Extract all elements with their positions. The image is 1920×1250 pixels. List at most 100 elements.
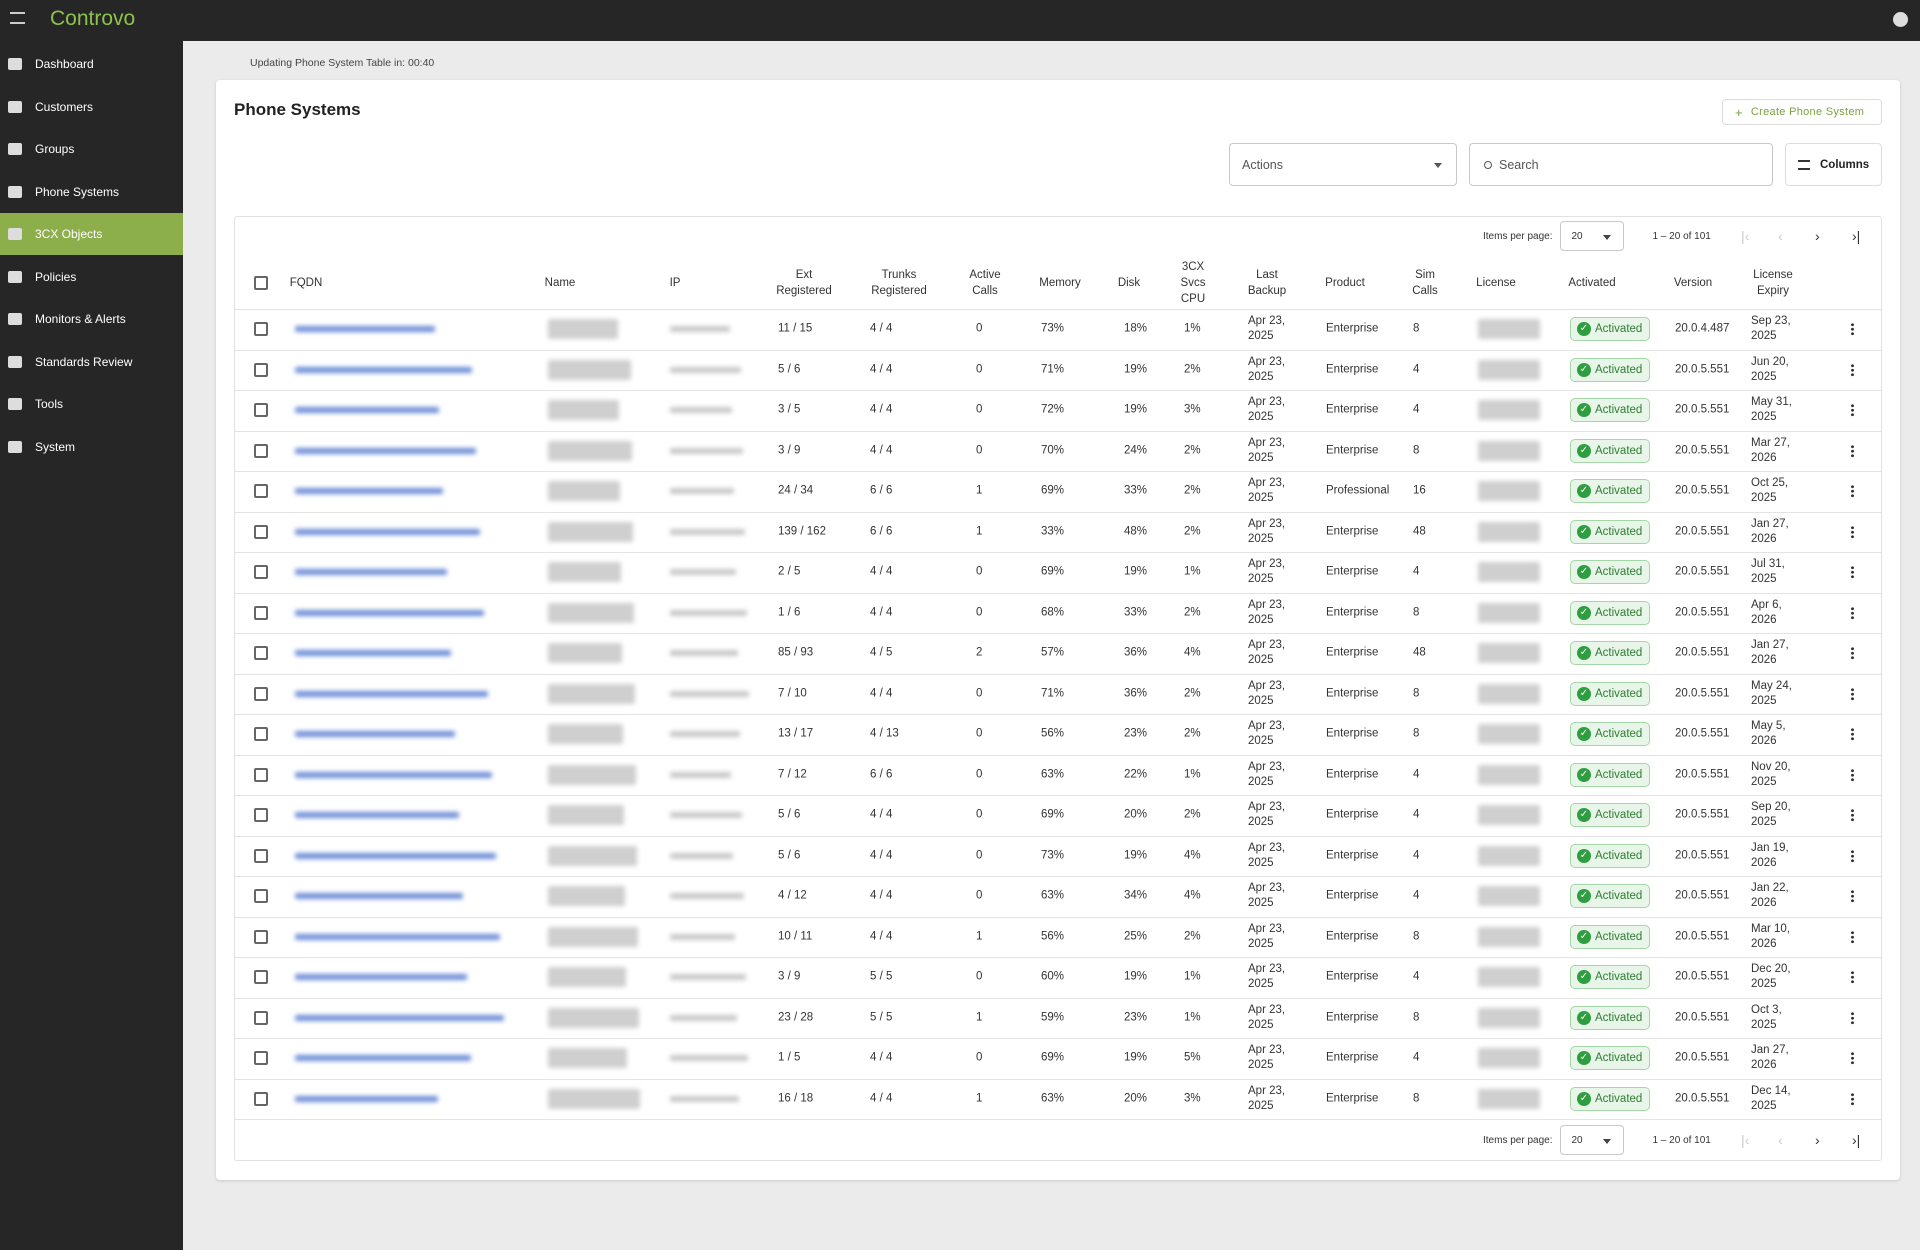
row-checkbox[interactable] [254,889,268,904]
menu-toggle[interactable] [10,12,25,24]
row-checkbox[interactable] [254,1010,268,1025]
redacted-fqdn[interactable] [295,1095,438,1102]
column-header[interactable]: Name [544,277,576,289]
row-checkbox[interactable] [254,808,268,823]
redacted-fqdn[interactable] [295,609,484,616]
columns-button[interactable]: Columns [1785,143,1882,186]
nav-item[interactable]: Standards Review [0,341,183,383]
page-nav[interactable]: |‹ [1741,1132,1750,1148]
select-all-checkbox[interactable] [254,276,268,290]
page-nav[interactable]: › [1815,1132,1820,1148]
nav-item[interactable]: Phone Systems [0,171,183,213]
column-header[interactable]: Memory [1039,277,1081,289]
row-checkbox[interactable] [254,767,268,782]
row-checkbox[interactable] [254,1051,268,1066]
page-size-select[interactable]: 20 [1560,221,1625,251]
row-checkbox[interactable] [254,403,268,418]
row-menu[interactable] [1851,646,1854,660]
row-menu[interactable] [1851,889,1854,903]
redacted-fqdn[interactable] [295,893,463,900]
redacted-fqdn[interactable] [295,812,459,819]
row-checkbox[interactable] [254,970,268,985]
nav-item[interactable]: 3CX Objects [0,213,183,255]
row-checkbox[interactable] [254,484,268,499]
redacted-fqdn[interactable] [295,447,476,454]
row-menu[interactable] [1851,403,1854,417]
create-button[interactable]: + Create Phone System [1722,99,1882,125]
row-menu[interactable] [1851,484,1854,498]
column-header[interactable]: Activated [1568,277,1616,289]
row-checkbox[interactable] [254,727,268,742]
column-header[interactable]: Trunks Registered [871,269,927,297]
row-menu[interactable] [1851,1011,1854,1025]
column-header[interactable]: FQDN [289,277,323,289]
row-menu[interactable] [1851,687,1854,701]
row-menu[interactable] [1851,606,1854,620]
row-checkbox[interactable] [254,646,268,661]
nav-item[interactable]: Monitors & Alerts [0,298,183,340]
redacted-fqdn[interactable] [295,528,480,535]
row-menu[interactable] [1851,930,1854,944]
row-menu[interactable] [1851,768,1854,782]
row-menu[interactable] [1851,444,1854,458]
column-header[interactable]: Product [1325,277,1365,289]
redacted-fqdn[interactable] [295,1014,504,1021]
nav-item[interactable]: Groups [0,128,183,170]
column-header[interactable]: License [1476,277,1516,289]
row-checkbox[interactable] [254,605,268,620]
row-menu[interactable] [1851,849,1854,863]
redacted-fqdn[interactable] [295,690,488,697]
row-menu[interactable] [1851,565,1854,579]
page-nav[interactable]: ‹ [1778,1132,1783,1148]
row-menu[interactable] [1851,322,1854,336]
redacted-fqdn[interactable] [295,771,492,778]
nav-item[interactable]: Dashboard [0,43,183,85]
column-header[interactable]: Ext Registered [776,269,832,297]
page-size-select[interactable]: 20 [1560,1125,1625,1155]
column-header[interactable]: Last Backup [1247,269,1287,297]
nav-item[interactable]: Policies [0,256,183,298]
column-header[interactable]: 3CX Svcs CPU [1180,261,1206,305]
page-nav[interactable]: ›| [1852,228,1861,244]
row-checkbox[interactable] [254,1091,268,1106]
nav-item[interactable]: System [0,426,183,468]
column-header[interactable]: Active Calls [969,269,1001,297]
redacted-fqdn[interactable] [295,407,439,414]
column-header[interactable]: Disk [1117,277,1141,289]
redacted-fqdn[interactable] [295,569,447,576]
row-checkbox[interactable] [254,565,268,580]
column-header[interactable]: Sim Calls [1412,269,1438,297]
row-checkbox[interactable] [254,686,268,701]
redacted-fqdn[interactable] [295,488,443,495]
actions-select[interactable]: Actions [1229,143,1457,186]
redacted-fqdn[interactable] [295,366,472,373]
row-menu[interactable] [1851,525,1854,539]
redacted-fqdn[interactable] [295,933,500,940]
search-field[interactable]: Search [1469,143,1773,186]
redacted-fqdn[interactable] [295,650,451,657]
redacted-fqdn[interactable] [295,326,435,333]
row-checkbox[interactable] [254,443,268,458]
row-menu[interactable] [1851,808,1854,822]
row-checkbox[interactable] [254,524,268,539]
page-nav[interactable]: |‹ [1741,228,1750,244]
column-header[interactable]: Version [1673,277,1713,289]
page-nav[interactable]: ›| [1852,1132,1861,1148]
redacted-fqdn[interactable] [295,974,467,981]
page-nav[interactable]: ‹ [1778,228,1783,244]
redacted-fqdn[interactable] [295,1055,471,1062]
column-header[interactable]: License Expiry [1753,269,1793,297]
column-header[interactable]: IP [669,277,681,289]
row-checkbox[interactable] [254,322,268,337]
row-menu[interactable] [1851,1051,1854,1065]
account-button[interactable] [1893,12,1908,27]
redacted-fqdn[interactable] [295,852,496,859]
row-checkbox[interactable] [254,848,268,863]
row-menu[interactable] [1851,363,1854,377]
row-menu[interactable] [1851,727,1854,741]
row-menu[interactable] [1851,970,1854,984]
redacted-fqdn[interactable] [295,731,455,738]
nav-item[interactable]: Tools [0,383,183,425]
row-checkbox[interactable] [254,362,268,377]
row-menu[interactable] [1851,1092,1854,1106]
